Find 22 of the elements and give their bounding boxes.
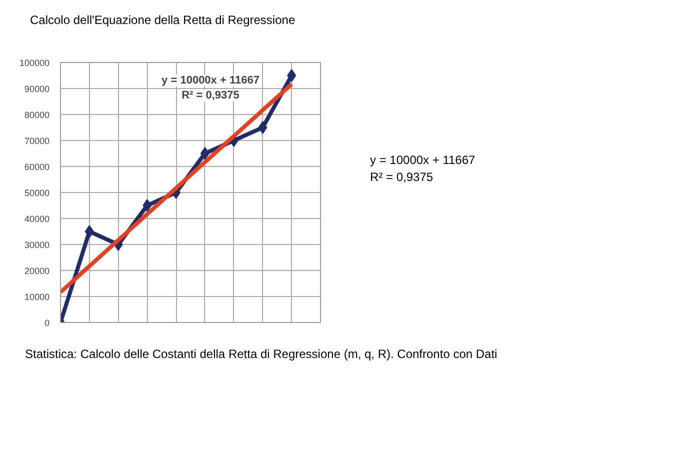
point [84,225,94,238]
y-tick-label: 0 [44,318,50,328]
annotation: R² = 0,9375 [182,90,240,102]
y-tick-label: 70000 [24,136,50,146]
y-tick-label: 50000 [24,188,50,198]
point [200,147,210,160]
chart-title: Calcolo dell'Equazione della Retta di Regressione [30,12,296,29]
y-tick-label: 30000 [24,240,50,250]
text: y = 10000x + 11667 [370,152,476,169]
annotation: y = 10000x + 11667 [162,74,260,86]
y-tick-label: 90000 [24,84,50,94]
y-tick-label: 80000 [24,110,50,120]
y-tick-label: 10000 [24,292,50,302]
point [142,199,152,212]
text: R² = 0,9375 [370,169,434,186]
text: Statistica: Calcolo delle Costanti della Retta di Regressione (m, q, R). Confronto con Dati [25,346,498,363]
y-tick-label: 100000 [19,58,50,68]
y-tick-label: 20000 [24,266,50,276]
point [287,69,296,82]
y-tick-label: 40000 [24,214,50,224]
y-tick-label: 60000 [24,162,50,172]
point [258,121,268,134]
